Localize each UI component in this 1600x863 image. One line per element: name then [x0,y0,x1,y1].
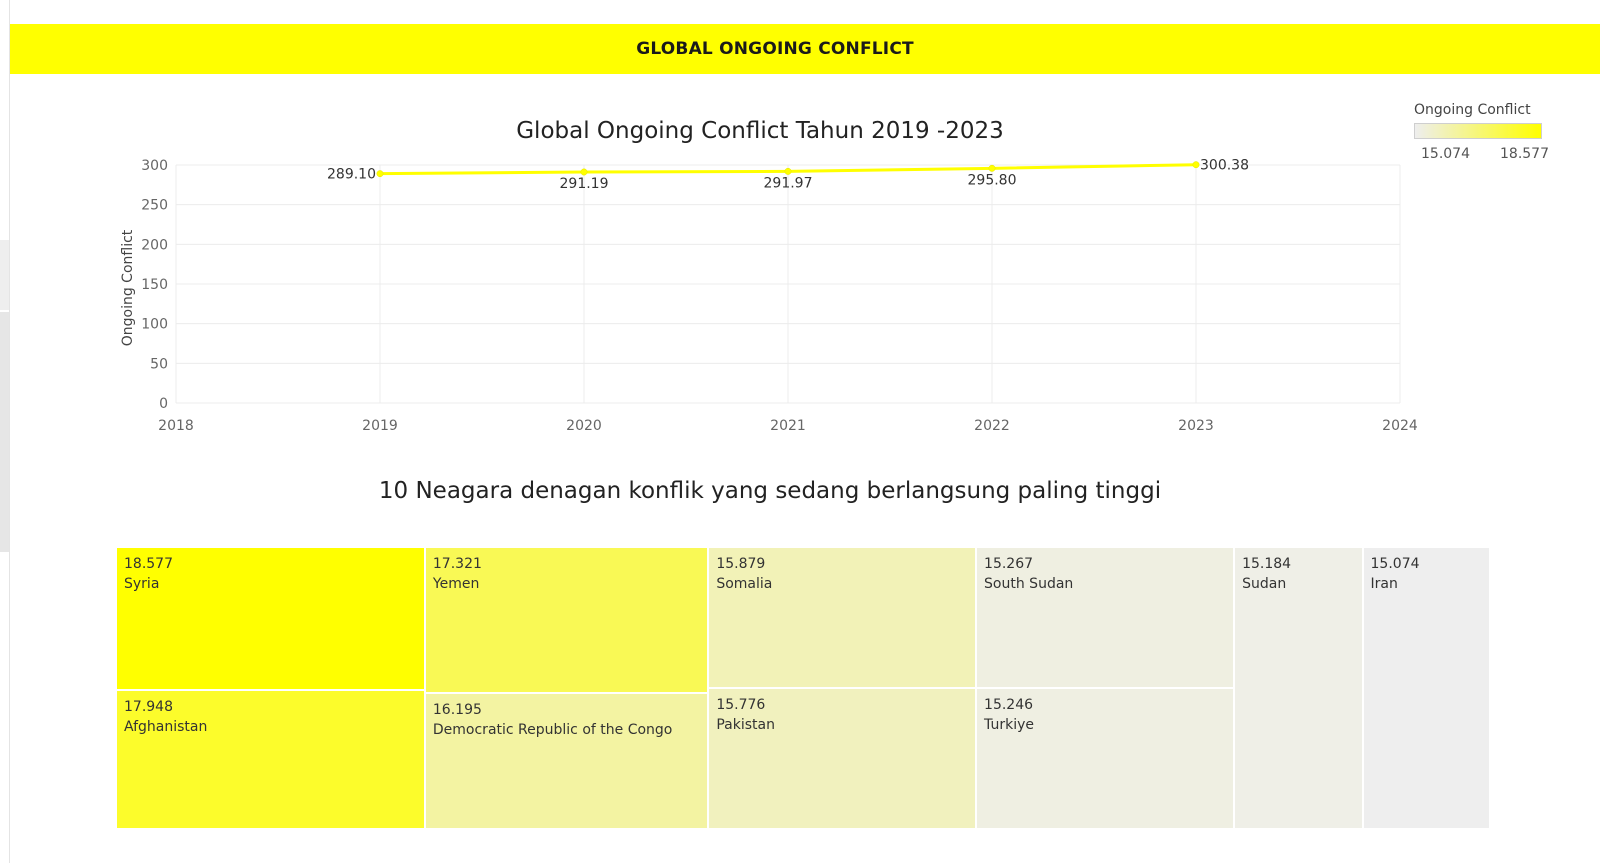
x-tick-label: 2018 [158,418,194,434]
x-tick-label: 2019 [362,418,398,434]
treemap-value-label: 15.879 [716,556,766,572]
left-panel-edge [0,0,10,863]
treemap-cell[interactable]: 18.577 Syria [116,547,425,691]
treemap-country-label: Iran [1370,576,1398,592]
treemap-value-label: 16.195 [432,701,482,718]
data-point [1192,161,1200,169]
legend-max-label: 18.577 [1500,146,1549,162]
treemap-cell[interactable]: 15.246 Turkiye [976,688,1235,829]
treemap-value-label: 17.948 [124,699,173,716]
treemap-value-label: 15.776 [716,697,766,714]
treemap-country-label: Yemen [432,576,480,592]
treemap-cell[interactable]: 15.776 Pakistan [708,688,977,829]
treemap-country-label: Democratic Republic of the Congo [432,721,673,738]
data-label: 295.80 [968,172,1017,188]
dashboard-header: GLOBAL ONGOING CONFLICT [10,24,1600,74]
treemap-cell[interactable]: 15.184 Sudan [1234,547,1363,829]
treemap-country-label: South Sudan [984,576,1074,592]
x-tick-label: 2024 [1382,418,1418,434]
y-tick-label: 0 [159,396,168,412]
y-tick-label: 250 [141,198,168,214]
treemap-value-label: 15.074 [1370,556,1420,572]
y-tick-label: 100 [141,317,168,333]
y-tick-label: 200 [141,237,168,253]
x-tick-label: 2022 [974,418,1010,434]
treemap-country-label: Syria [124,576,160,592]
treemap-country-label: Turkiye [984,717,1034,734]
data-point [784,167,792,175]
treemap-value-label: 15.267 [984,556,1034,572]
y-axis-label: Ongoing Conflict [120,229,136,346]
treemap-value-label: 18.577 [124,556,173,572]
treemap-cell[interactable]: 16.195 Democratic Republic of the Congo [424,692,709,829]
treemap-cell[interactable]: 17.948 Afghanistan [116,690,425,829]
treemap-cell[interactable]: 15.879 Somalia [708,547,977,689]
x-tick-label: 2020 [566,418,602,434]
color-legend: Ongoing Conflict 15.074 18.577 [1414,102,1574,162]
treemap-country-label: Sudan [1242,576,1287,592]
x-tick-label: 2021 [770,418,806,434]
dashboard-title: GLOBAL ONGOING CONFLICT [636,39,914,59]
legend-color-ramp [1414,123,1542,139]
treemap-country-label: Afghanistan [124,719,208,736]
treemap-cell[interactable]: 15.267 South Sudan [976,547,1235,689]
treemap-country-label: Pakistan [716,717,775,734]
data-label: 291.19 [560,176,609,192]
treemap-value-label: 17.321 [432,556,482,572]
treemap-country-label: Somalia [716,576,773,592]
y-tick-label: 300 [141,158,168,174]
treemap-value-label: 15.246 [984,697,1034,714]
legend-title: Ongoing Conflict [1414,102,1531,118]
data-label: 300.38 [1200,158,1249,174]
treemap-cell[interactable]: 17.321 Yemen [424,547,709,693]
line-chart-title: Global Ongoing Conflict Tahun 2019 -2023 [516,118,1004,144]
x-tick-label: 2023 [1178,418,1214,434]
data-label: 289.10 [327,167,376,183]
data-point [376,170,384,178]
legend-min-label: 15.074 [1421,146,1470,162]
treemap-title: 10 Neagara denagan konflik yang sedang b… [378,478,1162,504]
data-label: 291.97 [764,175,813,191]
y-tick-label: 50 [150,356,168,372]
data-point [988,164,996,172]
series-line [379,163,1197,176]
treemap-value-label: 15.184 [1242,556,1292,572]
treemap-cell[interactable]: 15.074 Iran [1362,547,1490,829]
country-treemap[interactable]: 18.577 Syria 17.948 Afghanistan 17.321 Yemen 1… [116,547,1490,829]
y-tick-label: 150 [141,277,168,293]
data-point [580,168,588,176]
